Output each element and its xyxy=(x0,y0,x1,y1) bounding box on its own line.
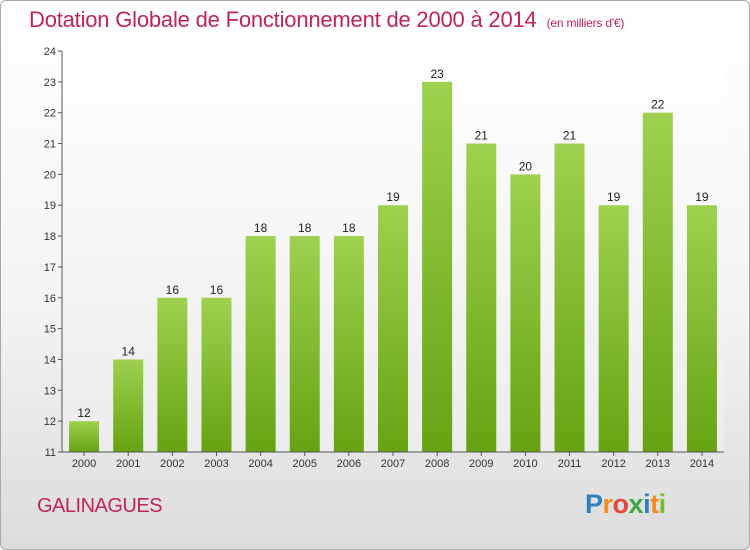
bar xyxy=(69,421,100,452)
bar-value-label: 12 xyxy=(77,406,91,420)
logo-letter: x xyxy=(628,489,644,519)
bar xyxy=(245,236,276,452)
x-tick-label: 2009 xyxy=(469,458,493,470)
x-tick-label: 2011 xyxy=(558,458,582,470)
x-tick-label: 2014 xyxy=(690,458,714,470)
bar-value-label: 23 xyxy=(430,67,444,81)
bar xyxy=(201,297,232,452)
bar-value-label: 21 xyxy=(475,129,489,143)
y-tick-label: 14 xyxy=(44,354,56,366)
bar-value-label: 21 xyxy=(563,129,577,143)
x-tick-label: 2010 xyxy=(513,458,537,470)
x-tick-label: 2012 xyxy=(601,458,625,470)
y-tick-label: 12 xyxy=(44,416,56,428)
y-tick-label: 11 xyxy=(45,447,56,459)
y-tick-label: 23 xyxy=(44,77,56,89)
bar xyxy=(686,205,717,452)
bar-value-label: 16 xyxy=(210,283,224,297)
chart-subtitle: (en milliers d'€) xyxy=(546,16,625,30)
y-tick-label: 22 xyxy=(44,108,56,120)
bar xyxy=(333,236,364,452)
bar xyxy=(642,112,673,452)
bar xyxy=(378,205,408,452)
x-tick-label: 2000 xyxy=(72,458,96,470)
x-tick-label: 2005 xyxy=(292,458,316,470)
x-tick-label: 2001 xyxy=(116,458,140,470)
logo-letter: t xyxy=(650,489,659,519)
x-tick-label: 2002 xyxy=(160,458,184,470)
chart-title: Dotation Globale de Fonctionnement de 20… xyxy=(29,7,624,33)
bar-value-label: 19 xyxy=(386,190,400,204)
bar-value-label: 18 xyxy=(298,221,312,235)
y-tick-label: 16 xyxy=(44,293,56,305)
y-tick-label: 20 xyxy=(44,169,56,181)
bar-value-label: 20 xyxy=(519,159,533,173)
x-tick-label: 2007 xyxy=(381,458,405,470)
proxiti-logo: Proxiti xyxy=(585,489,666,520)
bar-value-label: 14 xyxy=(122,344,136,358)
logo-letter: P xyxy=(585,489,603,519)
y-tick-label: 24 xyxy=(44,46,56,58)
bar xyxy=(157,297,188,452)
bar-value-label: 19 xyxy=(695,190,709,204)
x-tick-label: 2006 xyxy=(337,458,361,470)
bar xyxy=(422,81,453,452)
y-tick-label: 13 xyxy=(44,385,56,397)
x-tick-label: 2003 xyxy=(204,458,228,470)
x-tick-label: 2004 xyxy=(248,458,272,470)
bar-value-label: 22 xyxy=(651,98,665,112)
y-tick-label: 18 xyxy=(44,231,56,243)
logo-letter: i xyxy=(658,489,667,519)
bar xyxy=(289,236,320,452)
bar xyxy=(466,143,497,453)
logo-letter: i xyxy=(643,489,651,519)
bar xyxy=(113,359,144,452)
y-tick-label: 19 xyxy=(44,200,56,212)
x-tick-label: 2008 xyxy=(425,458,449,470)
x-tick-label: 2013 xyxy=(646,458,670,470)
logo-letter: r xyxy=(602,489,614,519)
bar-value-label: 19 xyxy=(607,190,621,204)
commune-name: GALINAGUES xyxy=(37,495,163,517)
y-tick-label: 21 xyxy=(44,139,56,151)
bar xyxy=(554,143,585,453)
logo-letter: o xyxy=(612,489,630,519)
bar-value-label: 16 xyxy=(166,283,180,297)
y-tick-label: 17 xyxy=(44,262,56,274)
bar xyxy=(510,174,541,452)
bar-value-label: 18 xyxy=(342,221,356,235)
bar xyxy=(598,205,629,452)
bar-value-label: 18 xyxy=(254,221,268,235)
chart-title-text: Dotation Globale de Fonctionnement de 20… xyxy=(29,7,537,32)
y-tick-label: 15 xyxy=(44,324,56,336)
